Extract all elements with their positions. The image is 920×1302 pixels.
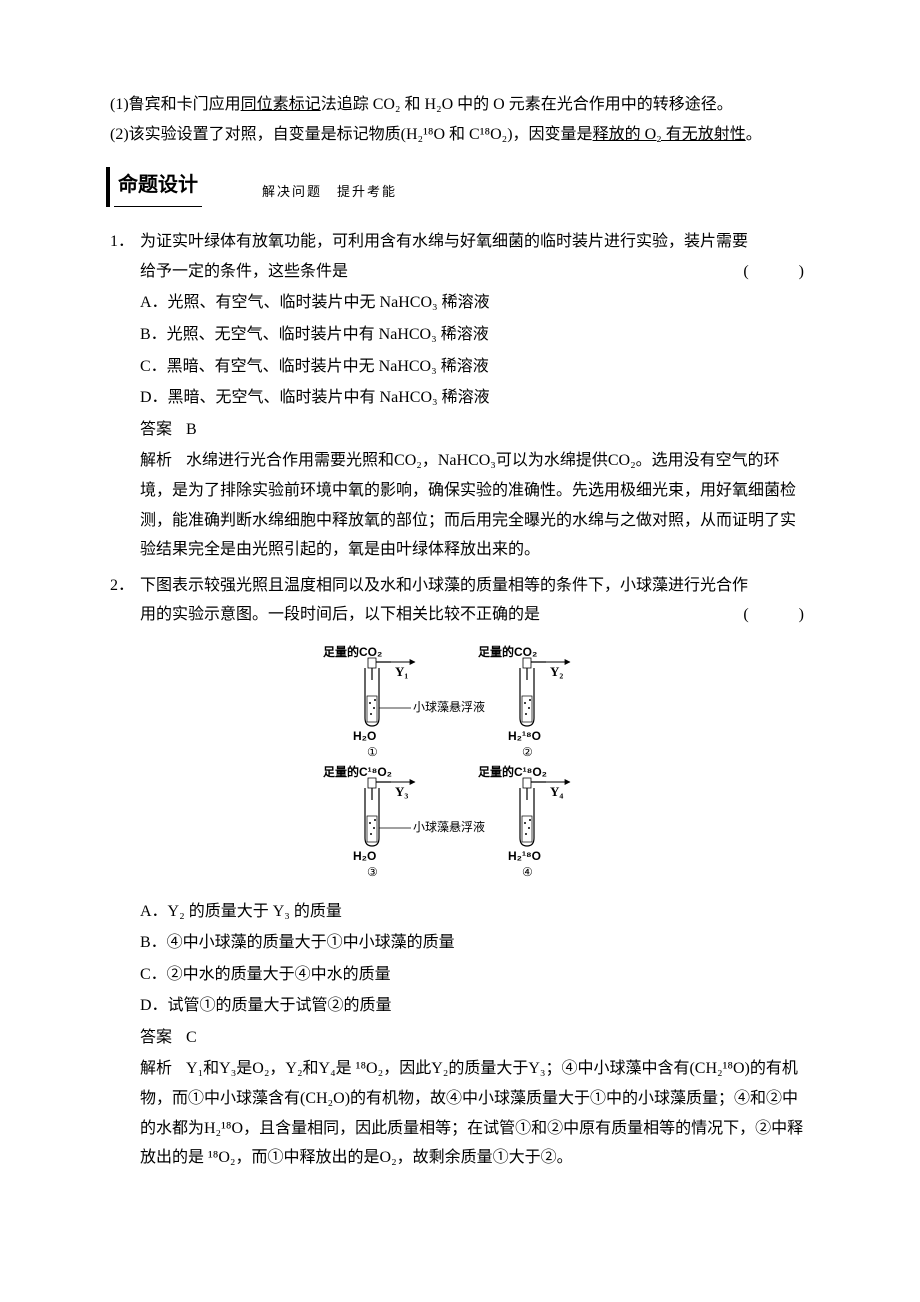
fig-susp-1: 小球藻悬浮液 [413, 699, 485, 714]
q1-stem-2: 给予一定的条件，这些条件是 [140, 257, 348, 287]
q1-number: 1． [110, 227, 140, 565]
q2-option-c: C．②中水的质量大于④中水的质量 [140, 960, 810, 990]
fig-co2-2: 足量的CO₂ [478, 644, 537, 659]
q1-answer-label: 答案 [140, 415, 172, 445]
intro-2-pre: (2)该实验设置了对照，自变量是标记物质(H₂¹⁸O 和 C¹⁸O₂)，因变量是 [110, 126, 593, 143]
fig-y1: Y₁ [395, 664, 408, 679]
q1-exp-text: 水绵进行光合作用需要光照和CO₂，NaHCO₃可以为水绵提供CO₂。选用没有空气… [140, 452, 796, 558]
q1-option-b: B．光照、无空气、临时装片中有 NaHCO₃ 稀溶液 [140, 320, 810, 350]
fig-y3: Y₃ [395, 784, 408, 799]
fig-c18o2-4: 足量的C¹⁸O₂ [478, 764, 547, 779]
question-2: 2． 下图表示较强光照且温度相同以及水和小球藻的质量相等的条件下，小球藻进行光合… [110, 571, 810, 1173]
q1-paren: ( ) [713, 257, 810, 287]
svg-text:Y₁: Y₁ [395, 664, 408, 679]
fig-susp-3: 小球藻悬浮液 [413, 819, 485, 834]
q2-exp-label: 解析 [140, 1054, 172, 1084]
section-header: 命题设计 解决问题 提升考能 [106, 167, 810, 207]
q1-answer-value: B [186, 421, 197, 438]
fig-h2o-1: H₂O [353, 729, 376, 743]
q2-exp-text: Y₁和Y₃是O₂，Y₂和Y₄是 ¹⁸O₂，因此Y₂的质量大于Y₃；④中小球藻中含… [140, 1060, 803, 1166]
fig-n2: ② [522, 745, 533, 759]
diagram-svg: 足量的CO₂ Y₁ 小球藻悬浮液 H₂O ① 足量的CO₂ Y₂ [295, 638, 655, 878]
q1-option-c: C．黑暗、有空气、临时装片中无 NaHCO₃ 稀溶液 [140, 352, 810, 382]
svg-text:Y₃: Y₃ [395, 784, 408, 799]
intro-2-underline: 释放的 O₂ 有无放射性 [593, 126, 746, 143]
intro-line-2: (2)该实验设置了对照，自变量是标记物质(H₂¹⁸O 和 C¹⁸O₂)，因变量是… [110, 120, 810, 150]
q2-option-a: A．Y₂ 的质量大于 Y₃ 的质量 [140, 897, 810, 927]
q2-answer: 答案 C [140, 1023, 810, 1053]
q2-option-d: D．试管①的质量大于试管②的质量 [140, 991, 810, 1021]
q1-body: 为证实叶绿体有放氧功能，可利用含有水绵与好氧细菌的临时装片进行实验，装片需要 给… [140, 227, 810, 565]
section-title: 命题设计 [114, 167, 202, 207]
svg-text:Y₂: Y₂ [550, 664, 563, 679]
q2-answer-label: 答案 [140, 1023, 172, 1053]
fig-y4: Y₄ [550, 784, 563, 799]
q1-exp-label: 解析 [140, 446, 172, 476]
fig-h218o-2: H₂¹⁸O [508, 729, 541, 743]
q1-answer: 答案 B [140, 415, 810, 445]
q2-stem-1: 下图表示较强光照且温度相同以及水和小球藻的质量相等的条件下，小球藻进行光合作 [140, 571, 810, 601]
q2-body: 下图表示较强光照且温度相同以及水和小球藻的质量相等的条件下，小球藻进行光合作 用… [140, 571, 810, 1173]
q1-explanation: 解析水绵进行光合作用需要光照和CO₂，NaHCO₃可以为水绵提供CO₂。选用没有… [140, 446, 810, 564]
q1-options: A．光照、有空气、临时装片中无 NaHCO₃ 稀溶液 B．光照、无空气、临时装片… [140, 288, 810, 412]
q1-option-d: D．黑暗、无空气、临时装片中有 NaHCO₃ 稀溶液 [140, 383, 810, 413]
intro-1-underline: 同位素标记 [241, 96, 321, 113]
q2-options: A．Y₂ 的质量大于 Y₃ 的质量 B．④中小球藻的质量大于①中小球藻的质量 C… [140, 897, 810, 1021]
section-subtitle: 解决问题 提升考能 [262, 180, 397, 207]
fig-n3: ③ [367, 865, 378, 878]
q1-stem-row: 给予一定的条件，这些条件是 ( ) [140, 257, 810, 287]
q1-stem-1: 为证实叶绿体有放氧功能，可利用含有水绵与好氧细菌的临时装片进行实验，装片需要 [140, 227, 810, 257]
svg-text:Y₄: Y₄ [550, 784, 563, 799]
fig-c18o2-3: 足量的C¹⁸O₂ [323, 764, 392, 779]
intro-line-1: (1)鲁宾和卡门应用同位素标记法追踪 CO₂ 和 H₂O 中的 O 元素在光合作… [110, 90, 810, 120]
intro-2-post: 。 [746, 126, 762, 143]
intro-block: (1)鲁宾和卡门应用同位素标记法追踪 CO₂ 和 H₂O 中的 O 元素在光合作… [110, 90, 810, 149]
fig-h2o-3: H₂O [353, 849, 376, 863]
question-1: 1． 为证实叶绿体有放氧功能，可利用含有水绵与好氧细菌的临时装片进行实验，装片需… [110, 227, 810, 565]
fig-h218o-4: H₂¹⁸O [508, 849, 541, 863]
q2-answer-value: C [186, 1029, 197, 1046]
intro-1-post: 法追踪 CO₂ 和 H₂O 中的 O 元素在光合作用中的转移途径。 [321, 96, 733, 113]
q2-stem-row: 用的实验示意图。一段时间后，以下相关比较不正确的是 ( ) [140, 600, 810, 630]
fig-co2-1: 足量的CO₂ [323, 644, 382, 659]
intro-1-pre: (1)鲁宾和卡门应用 [110, 96, 241, 113]
fig-n4: ④ [522, 865, 533, 878]
q2-paren: ( ) [713, 600, 810, 630]
q2-stem-2: 用的实验示意图。一段时间后，以下相关比较不正确的是 [140, 600, 540, 630]
q1-option-a: A．光照、有空气、临时装片中无 NaHCO₃ 稀溶液 [140, 288, 810, 318]
q2-number: 2． [110, 571, 140, 1173]
q2-option-b: B．④中小球藻的质量大于①中小球藻的质量 [140, 928, 810, 958]
q2-explanation: 解析Y₁和Y₃是O₂，Y₂和Y₄是 ¹⁸O₂，因此Y₂的质量大于Y₃；④中小球藻… [140, 1054, 810, 1172]
fig-y2: Y₂ [550, 664, 563, 679]
fig-n1: ① [367, 745, 378, 759]
page: (1)鲁宾和卡门应用同位素标记法追踪 CO₂ 和 H₂O 中的 O 元素在光合作… [0, 0, 920, 1302]
q2-figure: 足量的CO₂ Y₁ 小球藻悬浮液 H₂O ① 足量的CO₂ Y₂ [140, 638, 810, 889]
